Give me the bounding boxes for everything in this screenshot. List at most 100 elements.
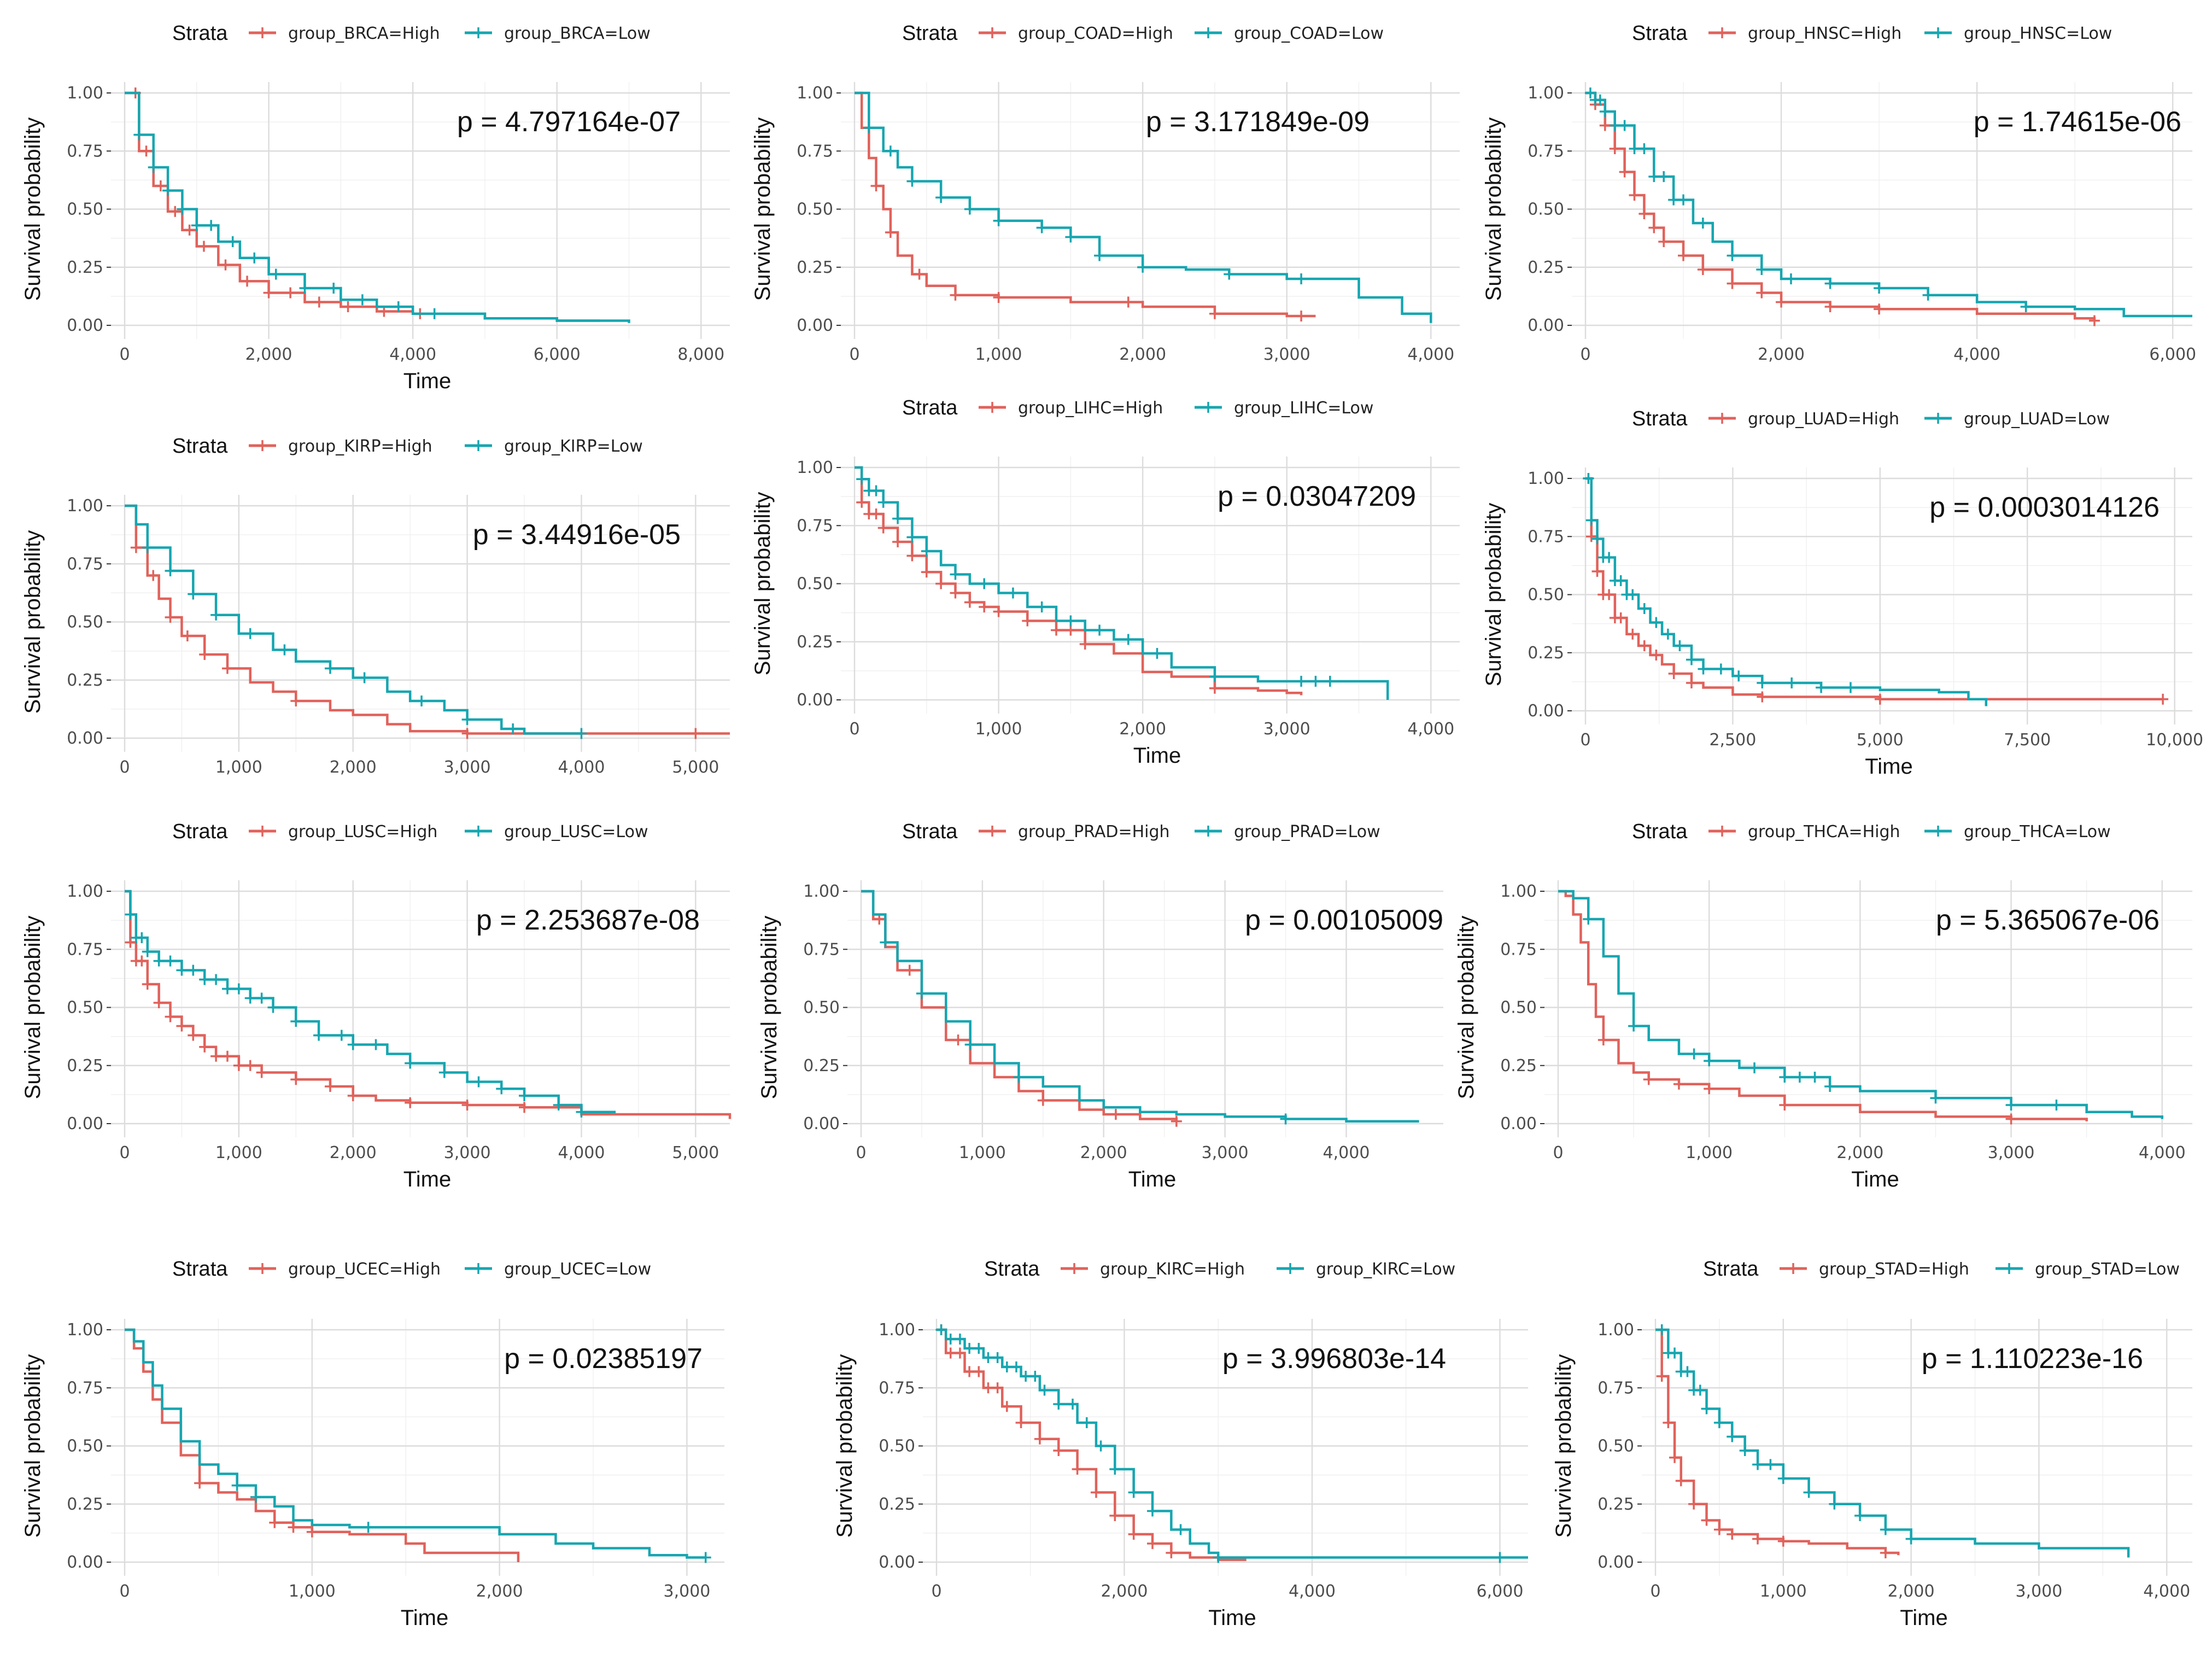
censor-mark-high xyxy=(306,1526,318,1538)
survival-curve-low xyxy=(1585,477,1988,706)
censor-mark-high xyxy=(142,979,153,990)
legend-key-plus xyxy=(473,440,484,451)
censor-mark-low xyxy=(856,474,868,485)
censor-mark-high xyxy=(198,241,209,252)
legend: Strata group_PRAD=High group_PRAD=Low xyxy=(902,820,1380,843)
censor-mark-high xyxy=(1727,1529,1738,1540)
censor-mark-high xyxy=(188,1030,199,1041)
legend-key-plus xyxy=(1933,413,1944,424)
censor-mark-high xyxy=(2157,693,2169,705)
censor-mark-high xyxy=(1037,1095,1049,1106)
censor-mark-high xyxy=(165,1011,176,1022)
censor-mark-high xyxy=(2088,315,2100,326)
censor-mark-low xyxy=(1296,273,1307,284)
legend-label-low: group_THCA=Low xyxy=(1964,822,2111,841)
censor-mark-low xyxy=(438,1067,450,1078)
censor-mark-high xyxy=(952,1035,964,1045)
censor-mark-high xyxy=(1585,531,1597,542)
y-tick-label: 0.50 xyxy=(879,1437,915,1456)
censor-mark-low xyxy=(973,1343,985,1354)
legend-label-high: group_LUAD=High xyxy=(1748,410,1899,429)
censor-mark-high xyxy=(1648,222,1660,233)
y-axis-title: Survival probability xyxy=(1454,916,1478,1100)
x-tick-label: 2,000 xyxy=(330,1143,377,1162)
censor-mark-low xyxy=(1065,615,1076,627)
x-tick-label: 6,000 xyxy=(2149,345,2196,364)
x-axis-title: Time xyxy=(403,369,451,393)
x-tick-label: 3,000 xyxy=(444,1143,491,1162)
censor-mark-high xyxy=(148,570,159,581)
censor-mark-low xyxy=(1583,914,1594,925)
censor-mark-high xyxy=(194,1477,206,1489)
censor-mark-low xyxy=(1669,1347,1681,1359)
censor-mark-low xyxy=(1658,171,1670,182)
censor-mark-low xyxy=(1727,250,1738,261)
x-tick-label: 4,000 xyxy=(1407,345,1454,364)
censor-mark-low xyxy=(892,513,904,524)
y-axis-title: Survival probability xyxy=(21,530,45,714)
legend: Strata group_STAD=High group_STAD=Low xyxy=(1703,1258,2180,1281)
y-tick-label: 1.00 xyxy=(803,882,840,901)
y-axis-title: Survival probability xyxy=(751,118,775,301)
censor-mark-high xyxy=(184,224,195,236)
survival-curve-low xyxy=(855,91,1432,323)
censor-mark-high xyxy=(1688,1498,1700,1510)
censor-mark-high xyxy=(1122,296,1134,308)
censor-mark-high xyxy=(347,1090,359,1101)
censor-mark-high xyxy=(1669,1452,1681,1463)
y-tick-label: 0.25 xyxy=(67,1056,103,1076)
legend-label-low: group_UCEC=Low xyxy=(504,1260,651,1279)
x-axis-title: Time xyxy=(401,1606,448,1630)
legend-label-high: group_HNSC=High xyxy=(1748,24,1901,43)
p-value-label: p = 3.44916e-05 xyxy=(473,519,681,551)
censor-mark-high xyxy=(914,268,925,280)
censor-mark-low xyxy=(1727,1431,1738,1442)
y-axis-title: Survival probability xyxy=(1482,503,1506,687)
censor-mark-low xyxy=(1122,634,1134,645)
censor-mark-low xyxy=(950,569,961,580)
censor-mark-high xyxy=(324,1081,336,1092)
censor-mark-high xyxy=(1656,1371,1667,1382)
censor-mark-high xyxy=(906,550,918,562)
x-axis-title: Time xyxy=(403,1167,451,1191)
censor-mark-high xyxy=(1110,1109,1121,1120)
censor-mark-high xyxy=(2005,1113,2017,1125)
censor-mark-high xyxy=(921,566,932,578)
censor-mark-low xyxy=(1704,1055,1715,1067)
censor-mark-high xyxy=(169,206,181,217)
censor-mark-low xyxy=(227,236,238,247)
x-tick-label: 0 xyxy=(119,1582,130,1601)
y-tick-label: 1.00 xyxy=(1500,882,1537,901)
censor-mark-low xyxy=(1128,1487,1139,1498)
legend-key-plus xyxy=(1285,1263,1296,1274)
censor-mark-low xyxy=(1296,676,1307,687)
censor-mark-low xyxy=(1668,194,1680,206)
x-tick-label: 0 xyxy=(856,1143,866,1162)
censor-mark-low xyxy=(1930,1092,1941,1104)
censor-mark-high xyxy=(1697,264,1708,275)
x-axis-title: Time xyxy=(1851,1167,1899,1191)
censor-mark-low xyxy=(1638,603,1650,614)
censor-mark-low xyxy=(1794,1072,1805,1083)
censor-mark-low xyxy=(1013,1072,1025,1083)
censor-mark-high xyxy=(313,296,325,308)
censor-mark-low xyxy=(162,185,174,196)
censor-mark-high xyxy=(1779,1100,1790,1111)
censor-mark-low xyxy=(906,531,918,543)
x-axis-title: Time xyxy=(1133,744,1181,768)
censor-mark-low xyxy=(935,1324,947,1335)
y-tick-label: 0.50 xyxy=(1528,586,1564,605)
x-tick-label: 2,000 xyxy=(1119,345,1166,364)
censor-mark-low xyxy=(2005,1100,2017,1111)
censor-mark-high xyxy=(935,578,947,589)
censor-mark-low xyxy=(1081,1417,1092,1428)
p-value-label: p = 1.74615e-06 xyxy=(1974,106,2181,138)
censor-mark-low xyxy=(870,485,882,496)
censor-mark-low xyxy=(299,283,311,294)
y-tick-label: 0.00 xyxy=(67,729,103,748)
censor-mark-high xyxy=(1051,624,1062,636)
y-tick-label: 0.75 xyxy=(67,142,103,161)
censor-mark-high xyxy=(1609,143,1620,154)
legend-title: Strata xyxy=(902,820,958,843)
